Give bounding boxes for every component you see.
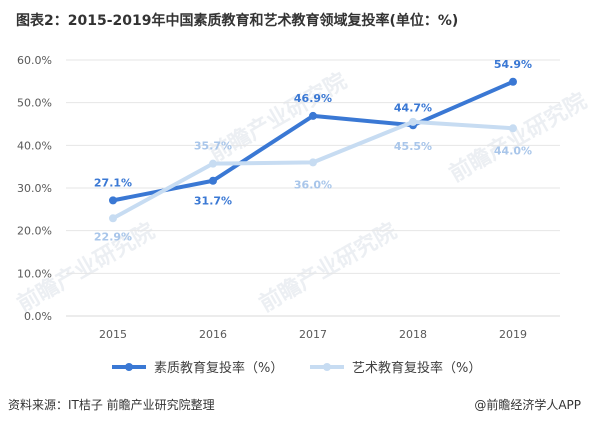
data-point — [209, 176, 217, 185]
y-tick-label: 20.0% — [17, 225, 52, 238]
data-label: 45.5% — [394, 140, 432, 153]
data-label: 27.1% — [94, 176, 132, 189]
legend-label: 素质教育复投率（%） — [154, 360, 283, 376]
source-note: 资料来源：IT桔子 前瞻产业研究院整理 — [8, 398, 215, 412]
x-tick-label: 2018 — [399, 328, 427, 341]
x-tick-label: 2017 — [299, 328, 327, 341]
data-point — [309, 158, 317, 167]
legend-swatch-marker — [323, 363, 331, 371]
data-label: 35.7% — [194, 140, 232, 153]
data-point — [109, 214, 117, 223]
data-label: 31.7% — [194, 195, 232, 208]
data-point — [509, 77, 517, 86]
x-tick-label: 2016 — [199, 328, 227, 341]
x-tick-label: 2015 — [99, 328, 127, 341]
data-label: 46.9% — [294, 92, 332, 105]
data-point — [309, 111, 317, 120]
brand-credit: @前瞻经济学人APP — [474, 398, 581, 412]
data-point — [409, 117, 417, 126]
data-label: 44.0% — [494, 144, 532, 157]
y-tick-label: 10.0% — [17, 267, 52, 280]
data-point — [509, 124, 517, 133]
y-tick-label: 60.0% — [17, 54, 52, 67]
chart-title: 图表2：2015-2019年中国素质教育和艺术教育领域复投率(单位：%) — [16, 13, 459, 29]
series-line-2 — [112, 119, 514, 221]
legend-label: 艺术教育复投率（%） — [352, 360, 481, 376]
y-tick-label: 0.0% — [24, 310, 52, 323]
y-tick-label: 50.0% — [17, 97, 52, 110]
line-chart: 0.0% 10.0% 20.0% 30.0% 40.0% 50.0% 60.0% 2015 20… — [17, 54, 560, 376]
y-tick-label: 40.0% — [17, 139, 52, 152]
data-label: 44.7% — [394, 101, 432, 114]
data-label: 36.0% — [294, 178, 332, 191]
y-tick-label: 30.0% — [17, 182, 52, 195]
data-label: 54.9% — [494, 58, 532, 71]
data-point — [209, 159, 217, 168]
data-label: 22.9% — [94, 230, 132, 243]
data-point — [109, 196, 117, 205]
x-tick-label: 2019 — [499, 328, 527, 341]
legend-swatch-marker — [125, 363, 133, 371]
